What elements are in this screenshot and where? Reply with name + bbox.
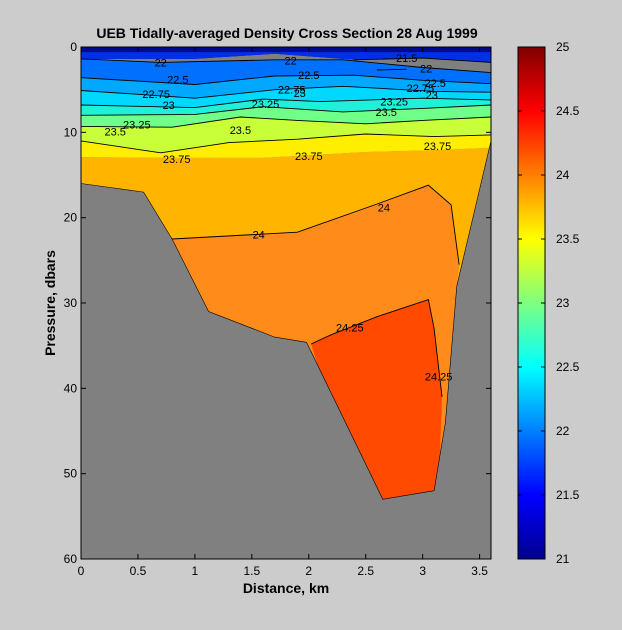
contour-label: 22 xyxy=(155,57,167,69)
contour-label: 22.75 xyxy=(407,83,435,95)
contour-label: 22.5 xyxy=(298,70,319,82)
colorbar-tick-label: 22 xyxy=(556,424,570,438)
colorbar-ticks: 21 21.5 22 22.5 23 23.5 24 24.5 25 xyxy=(518,40,580,566)
density-band-1 xyxy=(81,52,491,63)
contour-label: 24.25 xyxy=(425,371,453,383)
density-band-8 xyxy=(81,134,491,158)
contour-line-8 xyxy=(80,133,492,154)
contour-label: 22.5 xyxy=(424,78,445,90)
contour-label: 24.25 xyxy=(336,323,364,335)
colorbar-gradient xyxy=(517,46,546,560)
x-tick-label: 0.5 xyxy=(130,564,147,578)
x-tick-label: 3.5 xyxy=(471,564,488,578)
contour-label: 22 xyxy=(284,56,296,68)
contour-line-7 xyxy=(80,116,492,128)
colorbar: 21 21.5 22 22.5 23 23.5 24 24.5 25 xyxy=(517,40,580,566)
colorbar-tick-label: 23 xyxy=(556,296,570,310)
colorbar-tick-label: 24.5 xyxy=(556,104,580,118)
contour-label: 23.5 xyxy=(230,125,251,137)
contour-line-6 xyxy=(80,104,492,116)
x-tick-label: 1.5 xyxy=(243,564,260,578)
contour-line-4 xyxy=(80,85,492,99)
y-axis-label: Pressure, dbars xyxy=(42,250,58,356)
chart-title: UEB Tidally-averaged Density Cross Secti… xyxy=(96,25,477,41)
density-band-5 xyxy=(81,98,491,116)
x-axis-label: Distance, km xyxy=(243,580,329,596)
y-tick-label: 60 xyxy=(64,552,78,566)
density-band-6 xyxy=(81,105,491,128)
colorbar-tick-label: 21.5 xyxy=(556,488,580,502)
x-axis: 0 0.5 1 1.5 2 2.5 3 3.5 xyxy=(78,47,488,578)
colorbar-tick-label: 24 xyxy=(556,168,570,182)
density-band-3 xyxy=(81,75,491,99)
contour-label: 23.75 xyxy=(424,141,452,153)
contour-label: 23.5 xyxy=(375,107,396,119)
contour-line-2 xyxy=(80,74,492,85)
contour-label: 23 xyxy=(294,88,306,100)
colorbar-tick-label: 25 xyxy=(556,40,570,54)
colorbar-tick-label: 23.5 xyxy=(556,232,580,246)
contour-label: 24 xyxy=(378,202,390,214)
contour-label: 23.75 xyxy=(163,154,191,166)
x-tick-label: 0 xyxy=(78,564,85,578)
y-axis: 0 10 20 30 40 50 60 xyxy=(64,40,491,566)
contour-label: 23.75 xyxy=(295,151,323,163)
contour-lines xyxy=(80,57,492,397)
contour-line-3 xyxy=(377,68,407,71)
y-tick-label: 50 xyxy=(64,467,78,481)
contour-label: 21.5 xyxy=(396,53,417,65)
contour-label: 23 xyxy=(163,100,175,112)
y-tick-label: 20 xyxy=(64,211,78,225)
contour-label: 22.5 xyxy=(167,74,188,86)
contour-line-10 xyxy=(310,299,443,397)
contour-line-5 xyxy=(80,97,492,109)
contour-label: 23.5 xyxy=(104,127,125,139)
contour-label: 24 xyxy=(253,230,265,242)
x-tick-label: 2.5 xyxy=(357,564,374,578)
contour-label: 23.25 xyxy=(252,99,280,111)
colorbar-tick-label: 21 xyxy=(556,552,570,566)
y-tick-label: 10 xyxy=(64,125,78,139)
density-band-2 xyxy=(81,58,491,85)
y-tick-label: 40 xyxy=(64,381,78,395)
contour-label: 22.75 xyxy=(278,85,306,97)
colorbar-tick-label: 22.5 xyxy=(556,360,580,374)
x-tick-label: 3 xyxy=(419,564,426,578)
contour-label: 22 xyxy=(420,63,432,75)
x-tick-label: 2 xyxy=(305,564,312,578)
contour-label: 23.25 xyxy=(123,120,151,132)
contour-line-1 xyxy=(354,57,492,63)
y-tick-label: 0 xyxy=(70,40,77,54)
density-band-11 xyxy=(311,299,442,559)
contour-label: 23 xyxy=(426,90,438,102)
y-tick-label: 30 xyxy=(64,296,78,310)
contour-line-9 xyxy=(172,184,460,265)
contour-line-0 xyxy=(80,58,492,74)
contour-label: 22.75 xyxy=(142,89,170,101)
density-band-4 xyxy=(81,86,491,108)
x-tick-label: 1 xyxy=(192,564,199,578)
contour-label: 23.25 xyxy=(380,97,408,109)
